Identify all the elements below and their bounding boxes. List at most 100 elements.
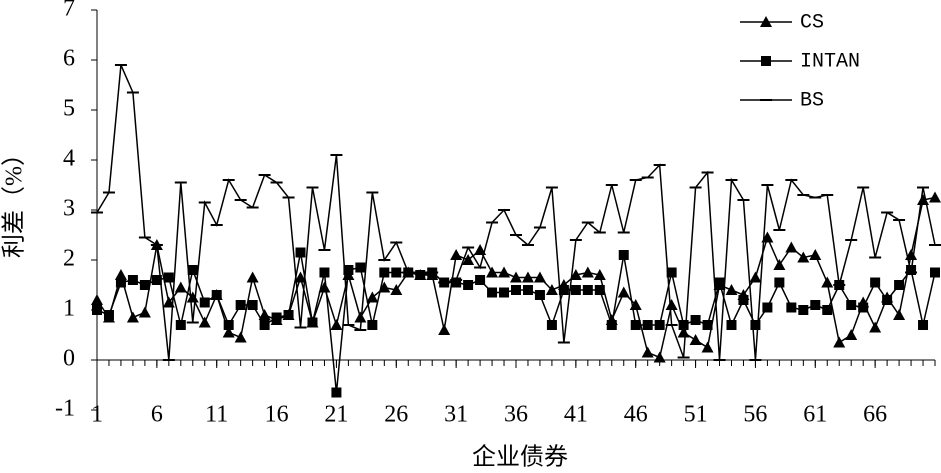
- triangle-marker: [665, 299, 678, 310]
- triangle-marker: [246, 271, 259, 283]
- x-tick-label: 51: [684, 402, 708, 428]
- triangle-marker: [749, 271, 762, 283]
- square-marker: [367, 320, 378, 330]
- triangle-marker: [533, 271, 546, 283]
- square-marker: [702, 320, 713, 330]
- triangle-marker: [474, 244, 487, 255]
- square-marker: [810, 300, 821, 310]
- triangle-marker: [760, 16, 772, 27]
- y-axis-label: 利差（%）: [1, 142, 28, 258]
- triangle-marker: [198, 316, 211, 328]
- square-marker: [103, 310, 114, 320]
- square-marker: [223, 320, 234, 330]
- triangle-marker: [498, 266, 511, 278]
- triangle-marker: [138, 306, 151, 318]
- triangle-marker: [833, 336, 846, 348]
- square-marker: [858, 302, 869, 313]
- square-marker: [295, 247, 306, 258]
- square-marker: [582, 285, 593, 295]
- x-tick-label: 56: [743, 402, 767, 428]
- y-tick-label: 7: [63, 0, 75, 22]
- triangle-marker: [486, 266, 499, 278]
- square-marker: [822, 305, 833, 315]
- square-marker: [666, 267, 677, 278]
- square-marker: [319, 267, 330, 278]
- square-marker: [738, 295, 749, 305]
- x-tick-label: 41: [564, 402, 588, 428]
- triangle-marker: [869, 321, 882, 333]
- triangle-marker: [330, 319, 343, 330]
- square-marker: [654, 320, 665, 330]
- square-marker: [761, 56, 771, 66]
- square-marker: [726, 320, 737, 330]
- triangle-marker: [797, 251, 810, 263]
- square-marker: [283, 310, 294, 320]
- square-marker: [522, 285, 533, 295]
- x-axis-label: 企业债券: [472, 444, 568, 471]
- square-marker: [391, 267, 402, 278]
- square-marker: [570, 285, 581, 295]
- y-tick-label: 0: [63, 346, 75, 372]
- square-marker: [546, 320, 557, 330]
- triangle-marker: [893, 309, 906, 320]
- square-marker: [618, 250, 629, 260]
- legend-label: INTAN: [800, 50, 860, 73]
- triangle-marker: [617, 286, 630, 298]
- square-marker: [594, 285, 605, 295]
- square-marker: [558, 285, 569, 295]
- square-marker: [271, 312, 282, 323]
- square-marker: [774, 277, 785, 288]
- square-marker: [690, 315, 701, 325]
- square-marker: [678, 320, 689, 330]
- x-tick-label: 21: [324, 402, 348, 428]
- triangle-marker: [701, 341, 714, 353]
- y-tick-label: -1: [55, 396, 75, 422]
- square-marker: [451, 277, 462, 288]
- x-tick-label: 61: [803, 402, 827, 428]
- triangle-marker: [378, 281, 391, 293]
- triangle-marker: [689, 334, 702, 345]
- triangle-marker: [641, 346, 654, 358]
- square-marker: [247, 300, 258, 310]
- square-marker: [187, 265, 198, 275]
- square-marker: [534, 290, 545, 300]
- triangle-marker: [174, 281, 187, 293]
- triangle-marker: [258, 309, 271, 320]
- x-tick-label: 66: [863, 402, 887, 428]
- x-tick-label: 31: [444, 402, 468, 428]
- square-marker: [798, 305, 809, 315]
- x-tick-label: 6: [151, 402, 163, 428]
- triangle-marker: [653, 351, 666, 363]
- square-marker: [870, 277, 881, 288]
- triangle-marker: [222, 326, 235, 338]
- triangle-marker: [929, 191, 941, 203]
- square-marker: [630, 320, 641, 330]
- triangle-marker: [845, 329, 858, 340]
- square-marker: [606, 320, 617, 330]
- square-marker: [714, 277, 725, 288]
- x-tick-label: 16: [265, 402, 289, 428]
- x-tick-label: 46: [624, 402, 648, 428]
- y-tick-label: 4: [63, 146, 75, 172]
- square-marker: [642, 320, 653, 330]
- triangle-marker: [521, 271, 534, 283]
- square-marker: [151, 275, 162, 285]
- square-marker: [343, 265, 354, 275]
- triangle-marker: [581, 266, 594, 278]
- triangle-marker: [234, 331, 247, 343]
- square-marker: [127, 275, 138, 285]
- square-marker: [379, 267, 390, 278]
- square-marker: [750, 320, 761, 330]
- triangle-marker: [593, 269, 606, 280]
- triangle-marker: [450, 249, 463, 260]
- square-marker: [475, 275, 486, 285]
- triangle-marker: [366, 291, 379, 303]
- x-tick-label: 36: [504, 402, 528, 428]
- triangle-marker: [677, 326, 690, 338]
- square-marker: [918, 320, 929, 330]
- square-marker: [235, 300, 246, 310]
- triangle-marker: [318, 281, 331, 293]
- triangle-marker: [725, 284, 738, 295]
- triangle-marker: [809, 249, 822, 260]
